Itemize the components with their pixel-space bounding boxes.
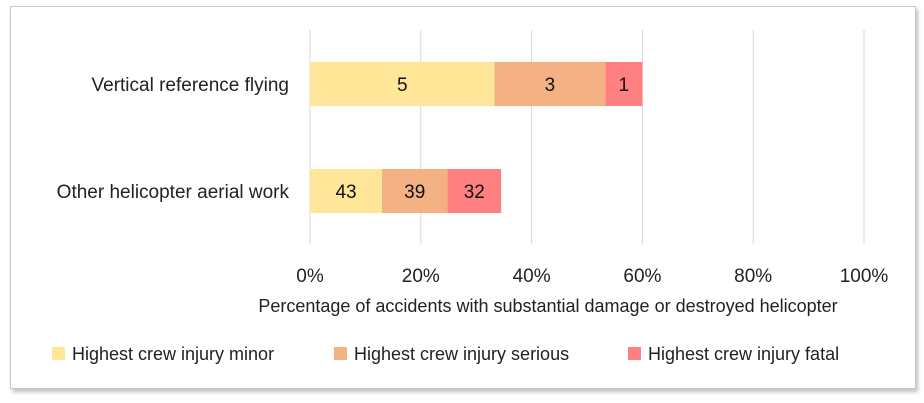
bar-data-label: 1 [619, 75, 630, 96]
bar-segment [605, 62, 643, 106]
x-tick-label: 100% [840, 266, 889, 287]
legend-label: Highest crew injury serious [354, 344, 569, 364]
legend-swatch [628, 347, 641, 360]
bar-data-label: 39 [404, 182, 425, 203]
legend: Highest crew injury minor Highest crew in… [52, 344, 839, 364]
x-tick-label: 80% [734, 266, 772, 287]
bar-segment [310, 62, 495, 106]
x-tick-label: 40% [513, 266, 551, 287]
bar-segment [494, 62, 606, 106]
legend-label: Highest crew injury minor [72, 344, 274, 364]
bar-data-label: 3 [545, 75, 556, 96]
x-tick-labels: 0% 20% 40% 60% 80% 100% [296, 266, 888, 287]
bars: 5 3 1 43 39 32 [310, 62, 643, 213]
legend-swatch [52, 347, 65, 360]
bar-data-label: 5 [397, 75, 408, 96]
category-label: Other helicopter aerial work [57, 182, 290, 203]
x-tick-label: 20% [402, 266, 440, 287]
bar-segment [382, 169, 448, 213]
category-label: Vertical reference flying [92, 75, 290, 96]
bar-data-label: 32 [464, 182, 485, 203]
x-tick-label: 60% [623, 266, 661, 287]
x-tick-label: 0% [296, 266, 324, 287]
bar-segment [310, 169, 383, 213]
bar-data-label: 43 [335, 182, 356, 203]
legend-label: Highest crew injury fatal [648, 344, 839, 364]
x-axis-title: Percentage of accidents with substantial… [258, 296, 837, 316]
category-labels: Vertical reference flying Other helicopte… [57, 75, 290, 203]
legend-swatch [334, 347, 347, 360]
bar-segment [447, 169, 502, 213]
